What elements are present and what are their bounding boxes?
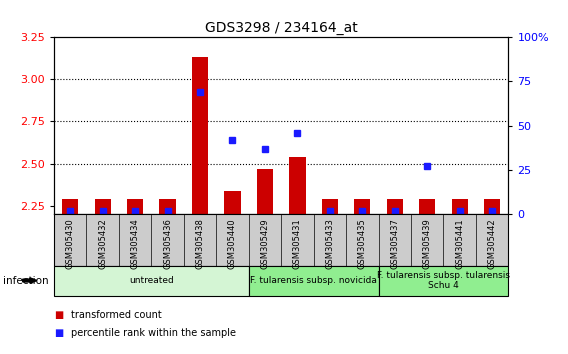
Bar xyxy=(387,199,403,214)
Text: GSM305442: GSM305442 xyxy=(488,218,496,269)
Text: ■: ■ xyxy=(54,310,63,320)
Text: F. tularensis subsp. novicida: F. tularensis subsp. novicida xyxy=(250,276,377,285)
Bar xyxy=(321,199,338,214)
Text: GSM305434: GSM305434 xyxy=(131,218,140,269)
Bar xyxy=(354,199,370,214)
Bar xyxy=(62,199,78,214)
Bar xyxy=(484,199,500,214)
Text: infection: infection xyxy=(3,275,48,286)
Text: untreated: untreated xyxy=(129,276,174,285)
Text: GSM305432: GSM305432 xyxy=(98,218,107,269)
Text: GSM305431: GSM305431 xyxy=(293,218,302,269)
Bar xyxy=(160,199,176,214)
Text: GSM305438: GSM305438 xyxy=(195,218,204,269)
Text: GSM305439: GSM305439 xyxy=(423,218,432,269)
Text: transformed count: transformed count xyxy=(71,310,162,320)
Text: GSM305433: GSM305433 xyxy=(325,218,335,269)
Text: GSM305435: GSM305435 xyxy=(358,218,367,269)
Text: GSM305441: GSM305441 xyxy=(455,218,464,269)
Text: GSM305430: GSM305430 xyxy=(66,218,74,269)
Bar xyxy=(224,190,241,214)
Title: GDS3298 / 234164_at: GDS3298 / 234164_at xyxy=(205,21,357,35)
Bar xyxy=(419,199,435,214)
Bar xyxy=(257,169,273,214)
Text: GSM305436: GSM305436 xyxy=(163,218,172,269)
Bar xyxy=(94,199,111,214)
Text: GSM305429: GSM305429 xyxy=(261,218,269,269)
Text: GSM305437: GSM305437 xyxy=(390,218,399,269)
Bar xyxy=(452,199,468,214)
Bar xyxy=(192,57,208,214)
Text: F. tularensis subsp. tularensis
Schu 4: F. tularensis subsp. tularensis Schu 4 xyxy=(377,271,510,290)
Bar xyxy=(127,199,143,214)
Text: ■: ■ xyxy=(54,328,63,338)
Bar xyxy=(289,157,306,214)
Text: GSM305440: GSM305440 xyxy=(228,218,237,269)
Text: percentile rank within the sample: percentile rank within the sample xyxy=(71,328,236,338)
